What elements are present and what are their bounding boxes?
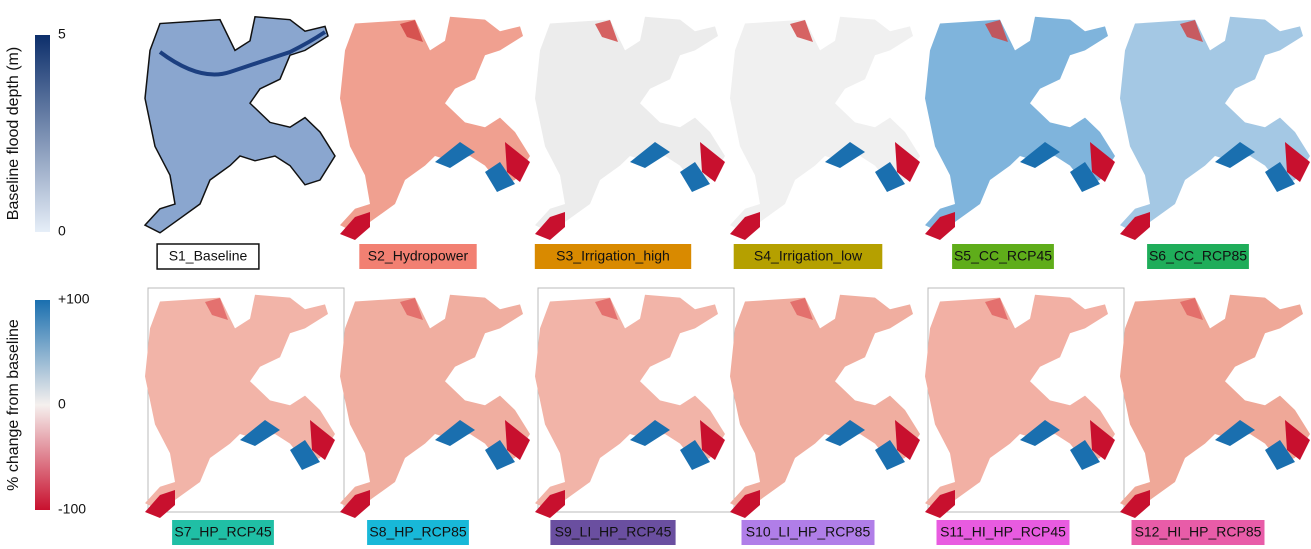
- panel-label: S11_HI_HP_RCP45: [940, 524, 1066, 540]
- map-panel: [730, 17, 920, 240]
- map-shape: [340, 295, 530, 511]
- map-panel: [340, 17, 530, 240]
- panel-label: S9_LI_HP_RCP45: [555, 524, 672, 540]
- map-shape: [730, 295, 920, 511]
- colorbar-tick-label: +100: [58, 291, 90, 307]
- panel-label: S3_Irrigation_high: [556, 248, 670, 264]
- map-shape: [535, 295, 725, 511]
- panel-label: S4_Irrigation_low: [754, 248, 863, 264]
- figure: Baseline flood depth (m) 5 0 % change from …: [0, 0, 1311, 549]
- panel-label: S1_Baseline: [169, 248, 248, 264]
- map-shape: [1120, 17, 1310, 233]
- colorbar-title: % change from baseline: [5, 319, 22, 491]
- colorbar-tick-label: 0: [58, 396, 66, 412]
- map-shape: [925, 295, 1115, 511]
- colorbar-title: Baseline flood depth (m): [5, 47, 22, 220]
- map-panel: [1120, 17, 1310, 240]
- map-panel: [145, 17, 335, 233]
- map-panel: [925, 288, 1124, 518]
- colorbar-tick-label: 5: [58, 26, 66, 42]
- panel-label: S5_CC_RCP45: [954, 248, 1052, 264]
- map-panel: [1120, 295, 1310, 518]
- panel-label: S7_HP_RCP45: [174, 524, 271, 540]
- map-panel: [535, 17, 725, 240]
- colorbar-tick-label: 0: [58, 223, 66, 239]
- map-shape: [730, 17, 920, 233]
- map-panel: [730, 295, 920, 518]
- colorbar: [35, 300, 50, 510]
- panel-label: S10_LI_HP_RCP85: [746, 524, 871, 540]
- map-panel: [535, 288, 734, 518]
- panel-label: S8_HP_RCP85: [369, 524, 466, 540]
- map-shape: [535, 17, 725, 233]
- map-panel: [925, 17, 1115, 240]
- colorbar: [35, 35, 50, 232]
- panel-label: S6_CC_RCP85: [1149, 248, 1247, 264]
- map-shape: [925, 17, 1115, 233]
- map-panel: [145, 288, 344, 518]
- map-shape: [145, 295, 335, 511]
- map-shape: [1120, 295, 1310, 511]
- colorbar-tick-label: -100: [58, 501, 86, 517]
- panel-label: S2_Hydropower: [368, 248, 469, 264]
- panel-label: S12_HI_HP_RCP85: [1135, 524, 1262, 540]
- map-shape: [340, 17, 530, 233]
- map-shape: [145, 17, 335, 233]
- map-panel: [340, 295, 530, 518]
